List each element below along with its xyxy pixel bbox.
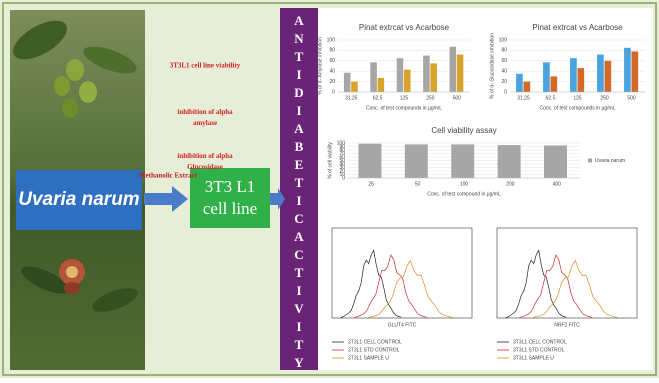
- banner-letter: I: [296, 103, 301, 118]
- histogram-x-label: GLUT4 FITC: [388, 322, 417, 328]
- y-tick-label: 40: [501, 69, 507, 75]
- bar: [430, 63, 437, 92]
- x-tick-label: 62.5: [373, 95, 383, 101]
- bar: [524, 82, 531, 92]
- feature: 3T3L1 cell line viability: [170, 62, 241, 70]
- bar: [451, 144, 474, 178]
- arrow-label: Methanolic Extract: [139, 172, 198, 180]
- plant-name: Uvaria narum: [18, 189, 140, 210]
- legend-label: 3T3L1 SAMPLE U: [513, 355, 554, 361]
- x-tick-label: 200: [506, 181, 515, 187]
- banner-letter: A: [294, 121, 304, 136]
- bar: [457, 55, 464, 92]
- bar: [544, 145, 567, 178]
- bar: [551, 76, 558, 92]
- bar: [370, 62, 377, 92]
- banner-letter: I: [296, 193, 301, 208]
- bar: [624, 48, 631, 92]
- y-tick-label: 80: [329, 48, 335, 54]
- chart-title: Cell viability assay: [431, 126, 496, 135]
- bar: [397, 58, 404, 92]
- legend-swatch: [588, 159, 592, 163]
- legend-label: 3T3L1 CELL CONTROL: [348, 339, 402, 345]
- banner-letter: T: [295, 49, 304, 64]
- y-tick-label: 60: [329, 58, 335, 64]
- bar: [570, 58, 577, 92]
- x-tick-label: 50: [415, 181, 421, 187]
- y-axis-label: % of α- Amylase inhibition: [317, 37, 323, 95]
- legend-label: Uvaria narum: [595, 158, 625, 164]
- x-tick-label: 100: [460, 181, 469, 187]
- y-tick-label: 100: [327, 37, 336, 43]
- bar: [358, 144, 381, 178]
- banner-letter: N: [294, 31, 304, 46]
- banner-letter: A: [294, 13, 304, 28]
- legend-label: 3T3L1 SAMPLE U: [348, 355, 389, 361]
- banner-letter: T: [295, 265, 304, 280]
- x-tick-label: 31.25: [517, 95, 530, 101]
- y-tick-label: 20: [501, 79, 507, 85]
- chart-title: Pinat extrcat vs Acarbose: [532, 23, 623, 32]
- bar: [605, 61, 612, 92]
- x-tick-label: 250: [426, 95, 435, 101]
- legend-label: 3T3L1 STD CONTROL: [513, 347, 565, 353]
- bar: [498, 145, 521, 178]
- y-tick-label: 80: [501, 48, 507, 54]
- x-tick-label: 25: [368, 181, 374, 187]
- banner-letter: A: [294, 229, 304, 244]
- y-tick-label: 100: [499, 37, 508, 43]
- banner-letter: E: [295, 157, 304, 172]
- bar: [351, 82, 358, 92]
- bar: [423, 56, 430, 92]
- histogram-x-label: NRF2 FITC: [554, 322, 580, 328]
- banner-letter: C: [294, 247, 303, 262]
- y-tick-label: 20: [329, 79, 335, 85]
- bar: [543, 62, 550, 92]
- legend-label: 3T3L1 STD CONTROL: [348, 347, 400, 353]
- x-tick-label: 125: [573, 95, 582, 101]
- x-tick-label: 125: [400, 95, 409, 101]
- banner-letter: I: [296, 283, 301, 298]
- y-tick-label: 100: [337, 140, 346, 146]
- graphical-abstract: Uvaria narum 3T3 L1cell line Methanolic …: [0, 0, 659, 378]
- bar: [450, 47, 457, 92]
- bar: [378, 78, 385, 92]
- banner-letter: D: [294, 85, 303, 100]
- bar: [578, 68, 585, 92]
- x-tick-label: 500: [627, 95, 636, 101]
- y-tick-label: 60: [501, 58, 507, 64]
- y-axis-label: % of α- Glucosidase inhibition: [489, 33, 495, 99]
- x-tick-label: 250: [600, 95, 609, 101]
- legend-label: 3T3L1 CELL CONTROL: [513, 339, 567, 345]
- y-tick-label: 0: [332, 89, 335, 95]
- bar: [516, 74, 523, 92]
- x-tick-label: 500: [453, 95, 462, 101]
- x-axis-label: Conc. of test compounds in µg/mL: [540, 105, 616, 111]
- x-tick-label: 400: [553, 181, 562, 187]
- banner-letter: B: [295, 139, 304, 154]
- banner-letter: I: [296, 319, 301, 334]
- bar: [597, 55, 604, 92]
- banner-letter: I: [296, 67, 301, 82]
- x-tick-label: 31.25: [345, 95, 358, 101]
- bar: [632, 51, 639, 92]
- bar: [344, 73, 351, 92]
- bar: [404, 70, 411, 92]
- banner-letter: Y: [294, 355, 304, 370]
- x-axis-label: Conc. of test compounds in µg/mL: [366, 105, 442, 111]
- banner-letter: C: [294, 211, 303, 226]
- banner-letter: V: [294, 301, 304, 316]
- bar: [405, 144, 428, 178]
- y-tick-label: 0: [504, 89, 507, 95]
- banner-letter: T: [295, 175, 304, 190]
- y-axis-label: % of cell viability: [327, 142, 333, 179]
- y-tick-label: 40: [329, 69, 335, 75]
- chart-title: Pinat extrcat vs Acarbose: [359, 23, 450, 32]
- x-axis-label: Conc. of test compound in µg/mL: [427, 191, 501, 197]
- x-tick-label: 62.5: [546, 95, 556, 101]
- banner-letter: T: [295, 337, 304, 352]
